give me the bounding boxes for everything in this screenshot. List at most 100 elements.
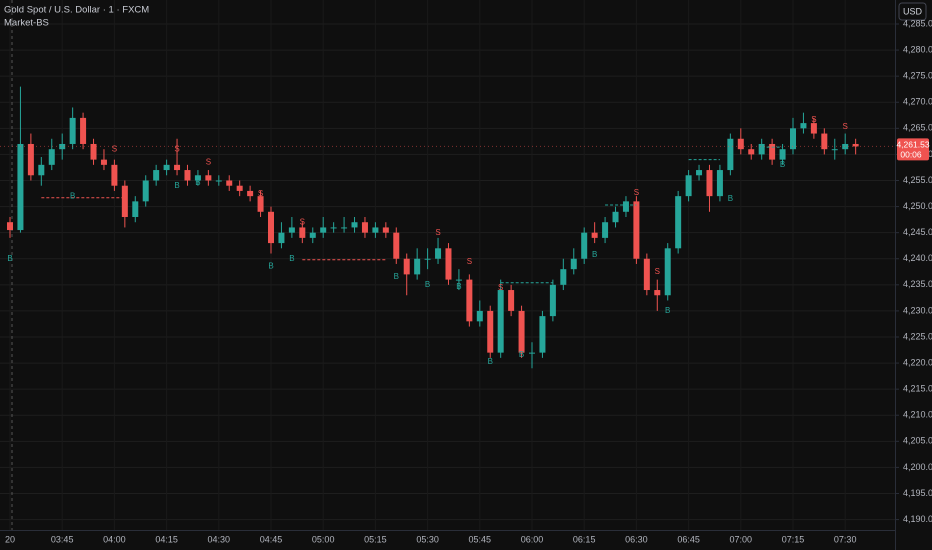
currency-label[interactable]: USD bbox=[903, 6, 923, 16]
x-tick-label: 06:45 bbox=[677, 534, 700, 544]
signal-label: B bbox=[195, 178, 200, 187]
candle-body bbox=[100, 159, 107, 165]
signal-label: S bbox=[467, 257, 472, 266]
last-price-box bbox=[897, 138, 929, 161]
candle-body bbox=[570, 258, 577, 270]
candle-body bbox=[487, 310, 494, 353]
marks: B B S S B B S S B B S S B B S B S B S B B S S B S B B S S bbox=[7, 86, 859, 369]
candle-body bbox=[842, 143, 849, 150]
signal-label: S bbox=[498, 283, 503, 292]
y-tick-label: 4,190.00 bbox=[903, 514, 932, 524]
y-tick-label: 4,265.00 bbox=[903, 123, 932, 133]
x-tick-label: 04:15 bbox=[155, 534, 178, 544]
x-tick-label: 06:15 bbox=[573, 534, 596, 544]
candle-body bbox=[69, 117, 76, 144]
y-tick-label: 4,250.00 bbox=[903, 201, 932, 211]
x-tick-label: 06:30 bbox=[625, 534, 648, 544]
candle-body bbox=[132, 201, 139, 218]
signal-label: S bbox=[394, 238, 399, 247]
currency-button[interactable] bbox=[898, 2, 927, 21]
candle-body bbox=[299, 227, 306, 238]
candle-body bbox=[48, 149, 55, 165]
x-tick-label: 07:00 bbox=[730, 534, 753, 544]
candle-body bbox=[706, 170, 713, 197]
candle-body bbox=[591, 232, 598, 238]
candle-body bbox=[758, 143, 765, 155]
x-tick-label: 03:45 bbox=[51, 534, 74, 544]
candle-body bbox=[236, 185, 243, 191]
last-price-label: 4,261.53 bbox=[896, 140, 929, 150]
signal-label: B bbox=[7, 254, 12, 263]
candle-body bbox=[393, 232, 400, 259]
signal-label: B bbox=[780, 160, 785, 169]
candle-body bbox=[403, 258, 410, 275]
candle-body bbox=[518, 310, 525, 353]
signal-label: S bbox=[174, 144, 179, 153]
x-tick-label: 05:15 bbox=[364, 534, 387, 544]
signal-label: B bbox=[728, 194, 733, 203]
candle-body bbox=[560, 269, 567, 285]
signal-label: B bbox=[70, 191, 75, 200]
candle-body bbox=[194, 175, 201, 181]
signal-label: B bbox=[268, 262, 273, 271]
signal-label: S bbox=[206, 157, 211, 166]
signal-label: S bbox=[258, 189, 263, 198]
candle-body bbox=[38, 164, 45, 176]
candle-body bbox=[7, 222, 13, 231]
candle-body bbox=[622, 201, 629, 212]
candle-body bbox=[508, 290, 515, 311]
signal-label: B bbox=[394, 272, 399, 281]
candle-body bbox=[800, 123, 807, 129]
y-tick-label: 4,205.00 bbox=[903, 436, 932, 446]
y-tick-label: 4,270.00 bbox=[903, 97, 932, 107]
candle-body bbox=[748, 149, 755, 155]
signal-label: S bbox=[655, 267, 660, 276]
candle-body bbox=[351, 222, 358, 228]
x-tick-label: 05:45 bbox=[469, 534, 492, 544]
signal-label: B bbox=[519, 350, 524, 359]
chart-title: Gold Spot / U.S. Dollar · 1 · FXCM bbox=[4, 5, 149, 16]
y-tick-label: 4,285.00 bbox=[903, 18, 932, 28]
y-tick-label: 4,255.00 bbox=[903, 175, 932, 185]
signal-label: S bbox=[435, 228, 440, 237]
indicator-name: Market-BS bbox=[4, 18, 49, 29]
signal-label: S bbox=[811, 115, 816, 124]
candle-body bbox=[309, 232, 316, 238]
x-tick-label: 04:30 bbox=[208, 534, 231, 544]
candle-body bbox=[17, 143, 24, 231]
y-tick-label: 4,245.00 bbox=[903, 227, 932, 237]
signal-label: B bbox=[456, 282, 461, 291]
countdown-label: 00:06 bbox=[900, 150, 922, 160]
candle-body bbox=[727, 138, 734, 171]
signal-label: S bbox=[112, 144, 117, 153]
signal-label: S bbox=[843, 122, 848, 131]
x-tick-label: 07:15 bbox=[782, 534, 805, 544]
candle-body bbox=[153, 170, 160, 181]
y-tick-label: 4,195.00 bbox=[903, 488, 932, 498]
y-tick-label: 4,275.00 bbox=[903, 71, 932, 81]
candle-body bbox=[581, 232, 588, 259]
candle-body bbox=[779, 149, 786, 160]
signal-label: B bbox=[592, 250, 597, 259]
candle-body bbox=[821, 133, 828, 150]
candle-body bbox=[455, 279, 462, 281]
candle-body bbox=[675, 196, 682, 249]
candle-body bbox=[769, 143, 776, 160]
x-tick-label: 05:30 bbox=[416, 534, 439, 544]
candle-body bbox=[852, 143, 859, 147]
candle-body bbox=[247, 190, 254, 197]
candle-body bbox=[268, 211, 274, 244]
candle-body bbox=[737, 138, 744, 150]
candle-body bbox=[654, 290, 661, 296]
candle-body bbox=[414, 258, 421, 275]
candle-body bbox=[382, 227, 389, 233]
candle-body bbox=[790, 128, 796, 150]
y-tick-label: 4,235.00 bbox=[903, 279, 932, 289]
candle-body bbox=[90, 143, 97, 160]
candle-body bbox=[142, 180, 149, 202]
signal-label: B bbox=[174, 181, 179, 190]
candle-body bbox=[163, 164, 170, 171]
x-tick-label: 06:00 bbox=[521, 534, 544, 544]
candle-body bbox=[174, 164, 181, 171]
